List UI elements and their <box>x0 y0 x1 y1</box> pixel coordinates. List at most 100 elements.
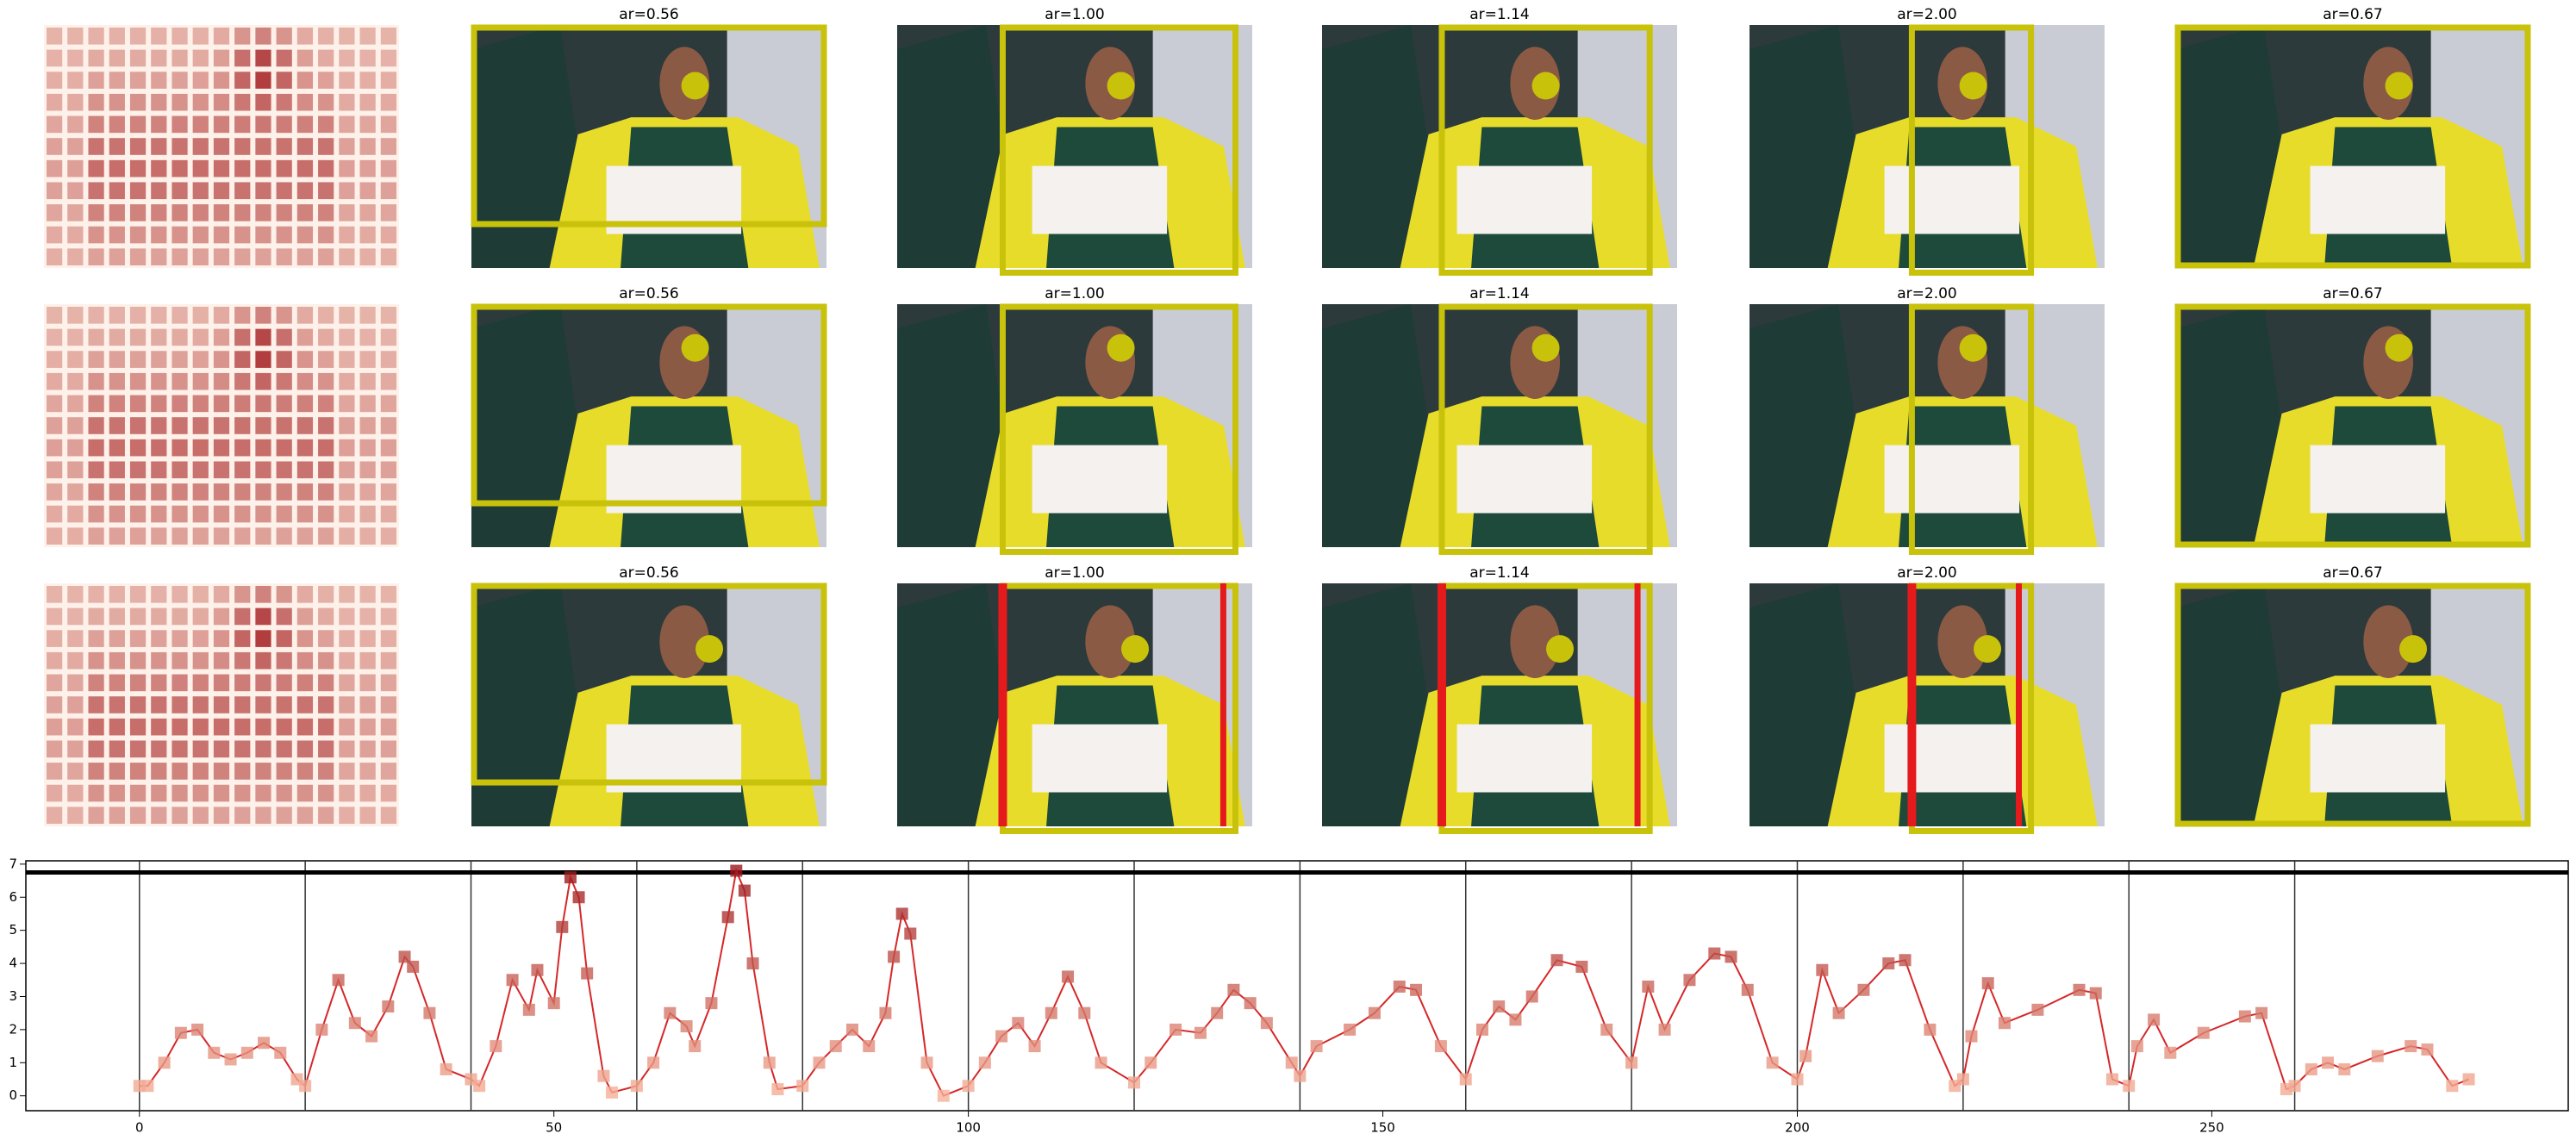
point-marker <box>2305 1062 2317 1075</box>
heatmap-cell <box>339 784 355 802</box>
panel-title: ar=0.56 <box>619 285 679 302</box>
point-marker <box>2288 1080 2301 1093</box>
heatmap-cell <box>172 630 188 647</box>
heatmap-cell <box>359 586 376 603</box>
point-marker <box>2462 1073 2475 1086</box>
heatmap-cell <box>109 630 125 647</box>
heatmap-cell <box>234 248 251 265</box>
heatmap-cell <box>151 763 167 780</box>
heatmap-cell <box>213 138 230 155</box>
heatmap-cell <box>192 718 209 736</box>
point-marker <box>1393 980 1406 993</box>
heatmap-cell <box>359 696 376 713</box>
point-marker <box>1260 1017 1273 1030</box>
heatmap-cell <box>47 696 63 713</box>
red-edge <box>1437 583 1446 826</box>
heatmap-cell <box>276 248 292 265</box>
point-marker <box>141 1080 154 1093</box>
heatmap-cell <box>234 28 251 45</box>
focus-dot <box>1107 72 1135 100</box>
heatmap-cell <box>339 395 355 413</box>
heatmap-cell <box>234 740 251 758</box>
heatmap-cell <box>359 72 376 89</box>
heatmap-cell <box>380 483 396 501</box>
heatmap-cell <box>296 763 314 780</box>
point-marker <box>1525 990 1538 1003</box>
heatmap-cell <box>213 674 230 692</box>
heatmap-cell <box>276 328 292 346</box>
point-marker <box>1766 1056 1779 1069</box>
heatmap-cell <box>318 417 334 434</box>
heatmap-cell <box>47 718 63 736</box>
heatmap-cell <box>213 72 230 89</box>
focus-dot <box>1959 333 1987 362</box>
point-marker <box>547 997 560 1010</box>
heatmap-cell <box>255 586 271 603</box>
heatmap-cell <box>47 159 63 178</box>
point-marker <box>224 1053 237 1066</box>
heatmap-cell <box>109 527 125 545</box>
photo-panel: ar=0.56 <box>471 285 827 547</box>
ticket <box>1456 724 1593 793</box>
focus-dot <box>1531 72 1560 100</box>
heatmap-cell <box>339 115 355 134</box>
x-tick-label: 200 <box>1785 1120 1810 1136</box>
heatmap-cell <box>359 674 376 692</box>
heatmap-cell <box>359 784 376 802</box>
heatmap-cell <box>380 630 396 647</box>
heatmap-cell <box>88 740 104 758</box>
point-marker <box>763 1056 776 1069</box>
heatmap-cell <box>129 527 147 545</box>
heatmap-cell <box>359 505 376 523</box>
heatmap-cell <box>172 439 188 457</box>
heatmap-cell <box>109 740 125 758</box>
heatmap-cell <box>109 395 125 413</box>
heatmap-cell <box>234 417 251 434</box>
heatmap-cell <box>276 651 292 670</box>
heatmap-cell <box>255 696 271 713</box>
point-marker <box>1368 1006 1381 1019</box>
heatmap-cell <box>67 417 84 434</box>
heatmap-cell <box>67 93 84 111</box>
focus-dot <box>2385 72 2413 100</box>
heatmap-cell <box>129 93 147 111</box>
heatmap-cell <box>88 651 104 670</box>
crop-box <box>471 24 827 227</box>
heatmap-cell <box>88 138 104 155</box>
heatmap-cell <box>109 351 125 368</box>
heatmap-cell <box>339 461 355 479</box>
heatmap-cell <box>234 696 251 713</box>
panel-title: ar=1.14 <box>1469 285 1530 302</box>
heatmap-cell <box>380 718 396 736</box>
point-marker <box>1658 1023 1671 1036</box>
heatmap-cell <box>129 439 147 457</box>
heatmap-cell <box>359 439 376 457</box>
heatmap-cell <box>339 763 355 780</box>
heatmap-cell <box>234 226 251 244</box>
heatmap-cell <box>296 696 314 713</box>
heatmap-cell <box>296 226 314 244</box>
point-marker <box>1816 963 1829 976</box>
photo-panel: ar=1.00 <box>897 6 1252 276</box>
heatmap-cell <box>151 586 167 603</box>
point-marker <box>2421 1043 2434 1056</box>
heatmap-cell <box>129 328 147 346</box>
heatmap-cell <box>213 718 230 736</box>
heatmap-cell <box>234 586 251 603</box>
point-marker <box>2148 1013 2161 1026</box>
heatmap-cell <box>109 93 125 111</box>
heatmap-cell <box>255 607 271 626</box>
heatmap-cell <box>380 505 396 523</box>
heatmap-cell <box>151 226 167 244</box>
heatmap-cell <box>47 204 63 221</box>
heatmap-cell <box>339 138 355 155</box>
point-marker <box>746 957 759 970</box>
point-marker <box>522 1003 535 1016</box>
heatmap-cell <box>234 630 251 647</box>
heatmap-cell <box>192 115 209 134</box>
point-marker <box>1642 980 1655 993</box>
heatmap-cell <box>172 248 188 265</box>
point-marker <box>845 1023 858 1036</box>
heatmap-cell <box>234 439 251 457</box>
heatmap-cell <box>151 328 167 346</box>
